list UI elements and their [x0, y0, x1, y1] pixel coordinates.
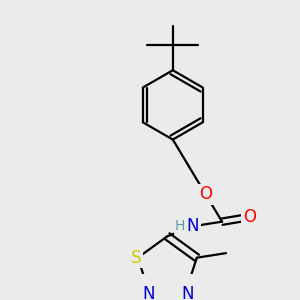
Text: O: O: [243, 208, 256, 226]
Text: N: N: [181, 285, 194, 300]
Text: H: H: [175, 219, 185, 233]
Text: N: N: [187, 217, 199, 235]
Text: O: O: [199, 185, 212, 203]
Text: N: N: [143, 285, 155, 300]
Text: S: S: [131, 249, 141, 267]
